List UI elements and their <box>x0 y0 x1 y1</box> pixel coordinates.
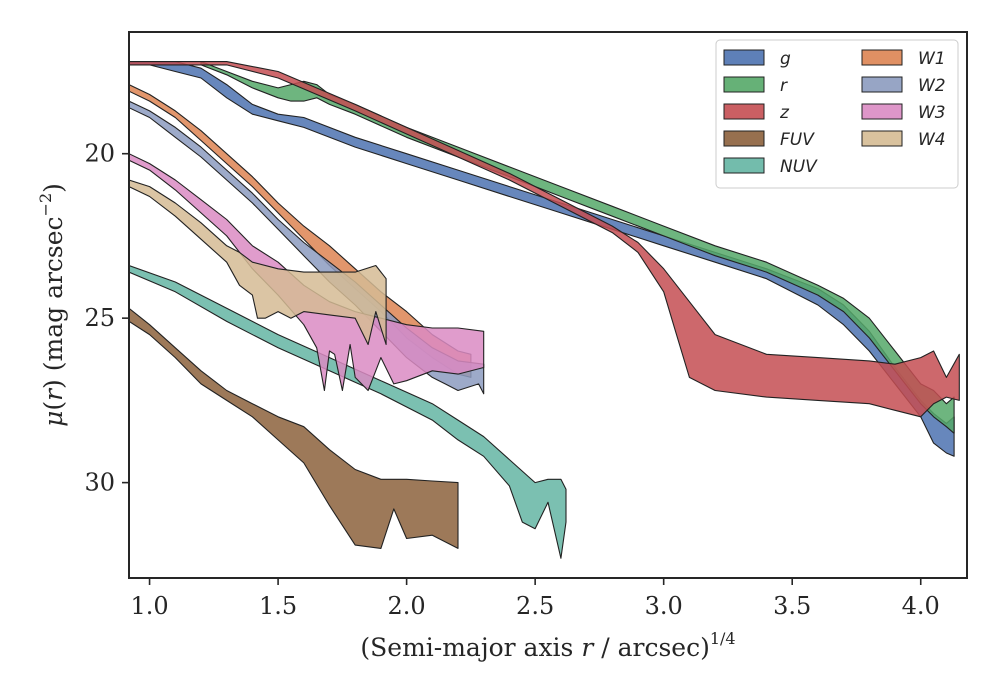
legend-swatch-g <box>723 49 765 66</box>
legend-label-w3: W3 <box>918 103 946 123</box>
legend: grz FUV NUV W1 W2 W3 W4 <box>715 39 959 189</box>
legend-swatch-r <box>723 76 765 93</box>
legend-label-w2: W2 <box>918 76 946 96</box>
legend-swatch-w1 <box>861 49 903 66</box>
x-tick-label: 1.5 <box>259 592 297 620</box>
legend-swatch-w4 <box>861 130 903 147</box>
x-axis-ticks: 1.0 1.5 2.0 2.5 3.0 3.5 4.0 <box>130 578 940 620</box>
legend-label-g: g <box>780 49 791 69</box>
plot-areas <box>129 61 960 559</box>
series-band-z <box>129 61 960 418</box>
legend-swatch-nuv <box>723 157 765 174</box>
series-band-w4 <box>129 179 387 346</box>
legend-swatch-w2 <box>861 76 903 93</box>
x-tick-label: 3.5 <box>773 592 811 620</box>
legend-label-z: z <box>779 103 790 123</box>
series-band-w2 <box>129 100 485 395</box>
series-band-fuv <box>129 307 459 549</box>
x-tick-label: 2.5 <box>516 592 554 620</box>
legend-label-r: r <box>780 76 788 96</box>
legend-label-nuv: NUV <box>780 157 818 177</box>
legend-label-w4: W4 <box>918 130 946 150</box>
x-tick-label: 2.0 <box>388 592 426 620</box>
y-tick-label: 30 <box>84 469 115 497</box>
x-axis-label: (Semi-major axis r / arcsec)1/4 <box>360 629 735 662</box>
y-axis-ticks: 20 25 30 <box>84 140 129 497</box>
plot-frame <box>128 31 968 579</box>
legend-swatch-w3 <box>861 103 903 120</box>
y-tick-label: 25 <box>84 304 115 332</box>
x-tick-label: 3.0 <box>645 592 683 620</box>
legend-swatch-fuv <box>723 130 765 147</box>
series-band-g <box>129 61 955 457</box>
legend-label-fuv: FUV <box>780 130 815 150</box>
legend-swatch-z <box>723 103 765 120</box>
x-tick-label: 4.0 <box>902 592 940 620</box>
legend-label-w1: W1 <box>918 49 946 69</box>
y-tick-label: 20 <box>84 140 115 168</box>
x-tick-label: 1.0 <box>130 592 168 620</box>
y-axis-label: μ(r) (mag arcsec−2) <box>36 183 68 427</box>
